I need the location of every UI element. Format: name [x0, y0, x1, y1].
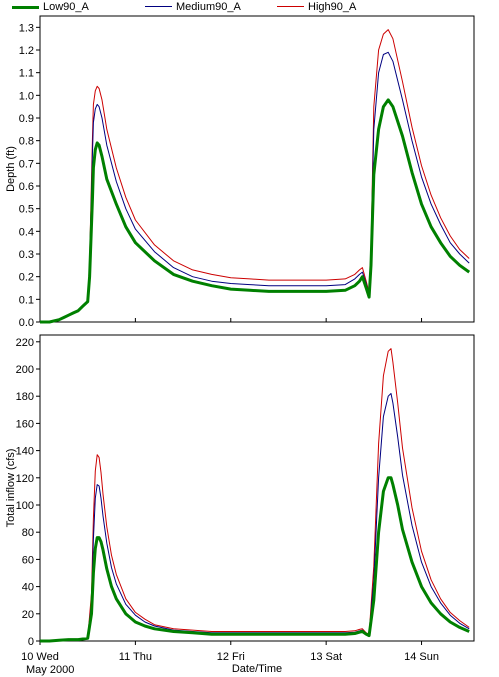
x-tick-label: 11 Thu [119, 651, 152, 663]
inflow-y-tick-label: 20 [22, 609, 34, 621]
depth-y-tick-label: 0.3 [19, 249, 34, 261]
depth-y-tick-label: 1.0 [19, 90, 34, 102]
legend-swatch-low90-a [12, 6, 39, 9]
depth-y-tick-label: 0.6 [19, 181, 34, 193]
depth-y-tick-label: 1.1 [19, 68, 34, 80]
inflow-y-tick-label: 140 [16, 446, 34, 458]
chart-legend: Low90_A Medium90_A High90_A [0, 0, 499, 16]
inflow-y-axis: 0 20 40 60 80 100 120 140 160 180 200 220 [16, 337, 40, 648]
inflow-plot-frame [39, 334, 475, 642]
depth-series-high90-a [40, 29, 470, 323]
inflow-y-axis-label: Total inflow (cfs) [5, 449, 17, 528]
x-tick-label: 10 Wed [21, 651, 59, 663]
inflow-y-tick-label: 180 [16, 391, 34, 403]
inflow-y-tick-label: 160 [16, 418, 34, 430]
inflow-series-high90-a [40, 348, 470, 642]
legend-label-low90-a: Low90_A [43, 1, 89, 13]
legend-item-low90-a: Low90_A [12, 1, 132, 13]
depth-y-axis: 0.0 0.1 0.2 0.3 0.4 0.5 0.6 0.7 0.8 0.9 1.0 1.1 1.2 1… [19, 22, 40, 329]
x-tick-label: 12 Fri [217, 651, 245, 663]
inflow-y-tick-label: 220 [16, 337, 34, 349]
depth-y-tick-label: 0.1 [19, 294, 34, 306]
inflow-y-tick-label: 80 [22, 527, 34, 539]
inflow-y-tick-label: 40 [22, 582, 34, 594]
inflow-series-low90-a [40, 476, 470, 643]
inflow-series-medium90-a [40, 393, 470, 642]
legend-label-medium90-a: Medium90_A [176, 1, 241, 13]
depth-series-group [40, 29, 471, 324]
inflow-y-tick-label: 0 [28, 636, 34, 648]
depth-y-tick-label: 0.0 [19, 317, 34, 329]
x-axis-label: Date/Time [232, 663, 282, 675]
depth-y-tick-label: 0.7 [19, 158, 34, 170]
inflow-y-tick-label: 200 [16, 364, 34, 376]
inflow-y-tick-label: 100 [16, 500, 34, 512]
depth-plot-frame [39, 15, 475, 323]
depth-y-axis-label: Depth (ft) [5, 146, 17, 192]
x-tick-label: 14 Sun [404, 651, 439, 663]
depth-y-tick-label: 0.2 [19, 272, 34, 284]
legend-item-high90-a: High90_A [277, 1, 397, 13]
legend-label-high90-a: High90_A [308, 1, 357, 13]
legend-swatch-high90-a [277, 6, 304, 7]
depth-y-tick-label: 0.4 [19, 226, 34, 238]
inflow-y-tick-label: 60 [22, 554, 34, 566]
inflow-y-tick-label: 120 [16, 473, 34, 485]
depth-y-tick-label: 1.3 [19, 22, 34, 34]
legend-item-medium90-a: Medium90_A [145, 1, 275, 13]
depth-y-tick-label: 1.2 [19, 45, 34, 57]
x-tick-label: 13 Sat [310, 651, 342, 663]
legend-swatch-medium90-a [145, 6, 172, 7]
depth-y-tick-label: 0.9 [19, 113, 34, 125]
depth-y-tick-label: 0.5 [19, 204, 34, 216]
x-tick-sublabel: May 2000 [26, 664, 74, 676]
depth-y-tick-label: 0.8 [19, 136, 34, 148]
inflow-series-group [40, 348, 470, 643]
depth-series-low90-a [40, 98, 471, 324]
